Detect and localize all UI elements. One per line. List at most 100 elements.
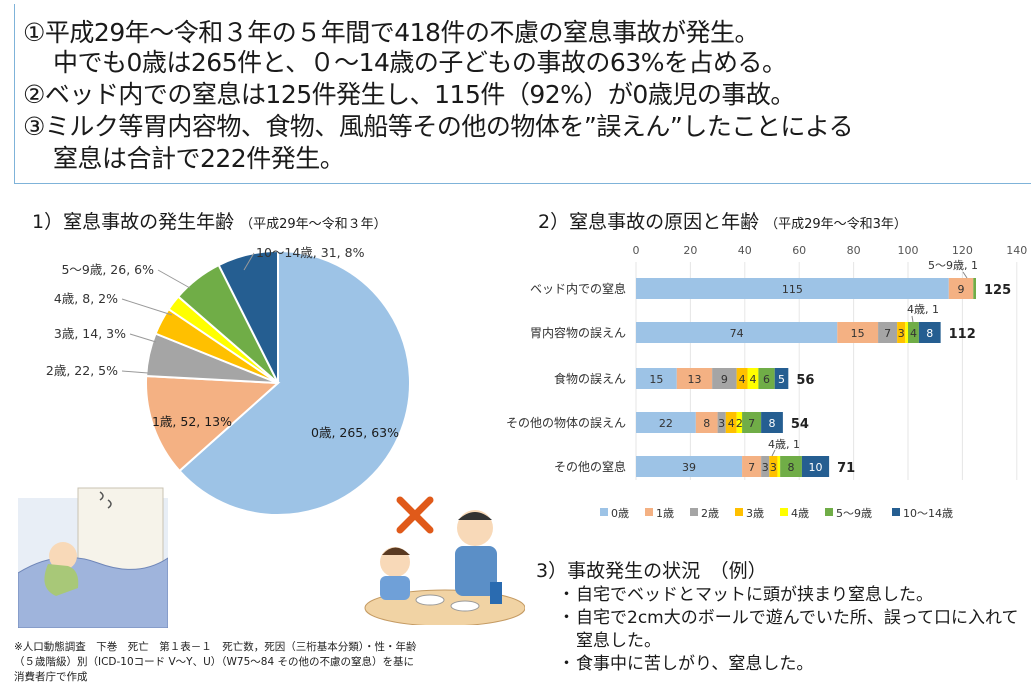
bar-segment xyxy=(636,456,743,477)
bar-segment xyxy=(717,412,726,433)
bar-segment xyxy=(780,456,802,477)
legend-swatch xyxy=(690,508,698,516)
pie-label: 5～9歳, 26, 6% xyxy=(61,262,154,277)
bar-segment xyxy=(636,368,677,389)
bar-x-tick-label: 0 xyxy=(633,244,640,257)
bar-segment xyxy=(742,456,762,477)
bar-value-label: 39 xyxy=(682,461,696,474)
bar-value-label: 8 xyxy=(703,417,710,430)
bar-callout-label: 5～9歳, 1 xyxy=(928,259,978,272)
pie-label: 0歳, 265, 63% xyxy=(311,425,399,440)
bar-value-label: 15 xyxy=(649,373,663,386)
source-note-line-1: ※人口動態調査 下巻 死亡 第１表－１ 死亡数，死因（三桁基本分類）・性・年齢 xyxy=(14,641,417,653)
legend-label: 1歳 xyxy=(656,507,674,520)
bar-callout-line xyxy=(911,315,914,323)
summary-line-3: ②ベッド内での窒息は125件発生し、115件（92%）が0歳児の事故。 xyxy=(23,80,795,109)
bar-value-label: 4 xyxy=(910,327,917,340)
bar-chart-period: （平成29年～令和3年） xyxy=(765,217,907,232)
pie-label: 4歳, 8, 2% xyxy=(54,291,118,306)
bar-category-label: 胃内容物の誤えん xyxy=(530,325,626,340)
bar-total-label: 112 xyxy=(949,327,976,342)
bar-segment xyxy=(801,456,830,477)
bar-value-label: 5 xyxy=(778,373,785,386)
pie-chart-period: （平成29年～令和３年） xyxy=(240,217,387,232)
bar-value-label: 8 xyxy=(769,417,776,430)
summary-line-5: 窒息は合計で222件発生。 xyxy=(53,144,345,173)
situation-list: 自宅でベッドとマットに頭が挟まり窒息した。 自宅で2cm大のボールで遊んでいた所… xyxy=(558,584,1030,676)
bar-value-label: 10 xyxy=(809,461,823,474)
pie-chart-title-text: 1）窒息事故の発生年齢 xyxy=(32,211,235,233)
bar-segment xyxy=(758,368,775,389)
bar-segment xyxy=(712,368,737,389)
bar-value-label: 2 xyxy=(736,417,743,430)
bar-x-tick-label: 40 xyxy=(738,244,752,257)
legend-label: 0歳 xyxy=(611,507,629,520)
legend-swatch xyxy=(645,508,653,516)
pie-chart-title: 1）窒息事故の発生年齢 （平成29年～令和３年） xyxy=(32,207,387,234)
bar-value-label: 7 xyxy=(748,417,755,430)
bar-value-label: 15 xyxy=(851,327,865,340)
pie-chart: 0歳, 265, 63% 1歳, 52, 13% 2歳, 22, 5% 3歳, 14,… xyxy=(46,245,411,516)
summary-line-1: ①平成29年～令和３年の５年間で418件の不慮の窒息事故が発生。 xyxy=(23,18,759,47)
bar-x-tick-label: 140 xyxy=(1006,244,1027,257)
bar-value-label: 8 xyxy=(926,327,933,340)
sleeping-baby-illustration xyxy=(18,487,168,628)
bar-callout-line xyxy=(771,449,776,457)
situation-section: 3）事故発生の状況 （例） xyxy=(536,556,767,583)
bar-segment xyxy=(676,368,713,389)
situation-title: 3）事故発生の状況 （例） xyxy=(536,560,767,582)
bar-segment xyxy=(878,322,898,343)
bar-segment xyxy=(905,322,908,343)
summary-line-4: ③ミルク等胃内容物、食物、風船等その他の物体を”誤えん”したことによる xyxy=(23,112,854,141)
summary-line-2: 中でも0歳は265件と、０～14歳の子どもの事故の63%を占める。 xyxy=(53,48,787,77)
bar-segment xyxy=(725,412,737,433)
bar-segment xyxy=(897,322,906,343)
bar-value-label: 8 xyxy=(788,461,795,474)
bar-segment xyxy=(774,368,789,389)
bar-x-tick-label: 100 xyxy=(898,244,919,257)
bar-segment xyxy=(636,412,696,433)
legend-label: 10～14歳 xyxy=(903,507,953,520)
bar-value-label: 74 xyxy=(730,327,744,340)
bar-segment xyxy=(736,412,743,433)
pie-label: 2歳, 22, 5% xyxy=(46,363,118,378)
eating-child-illustration xyxy=(364,496,525,625)
legend-label: 2歳 xyxy=(701,507,719,520)
legend-label: 5～9歳 xyxy=(836,507,872,520)
bar-segment xyxy=(777,456,781,477)
bar-value-label: 4 xyxy=(728,417,735,430)
legend-label: 3歳 xyxy=(746,507,764,520)
bar-callout-line xyxy=(962,271,968,279)
pie-leader-line xyxy=(243,252,255,271)
legend-swatch xyxy=(735,508,743,516)
situation-item: 食事中に苦しがり、窒息した。 xyxy=(558,653,1030,676)
bar-segment xyxy=(742,412,762,433)
bar-total-label: 71 xyxy=(837,461,855,476)
bar-value-label: 7 xyxy=(748,461,755,474)
bar-total-label: 125 xyxy=(984,283,1011,298)
bar-segment xyxy=(948,278,974,299)
bar-segment xyxy=(636,278,949,299)
situation-item: 自宅でベッドとマットに頭が挟まり窒息した。 xyxy=(558,584,1030,607)
summary-box: ①平成29年～令和３年の５年間で418件の不慮の窒息事故が発生。 中でも0歳は2… xyxy=(14,4,1031,184)
bar-segment xyxy=(918,322,941,343)
bar-total-label: 56 xyxy=(796,373,814,388)
bar-segment xyxy=(908,322,919,343)
legend-swatch xyxy=(780,508,788,516)
pie-slice-0 xyxy=(178,249,411,516)
bar-value-label: 4 xyxy=(739,373,746,386)
bar-value-label: 115 xyxy=(782,283,803,296)
bar-value-label: 7 xyxy=(884,327,891,340)
bar-value-label: 6 xyxy=(763,373,770,386)
bar-value-label: 9 xyxy=(721,373,728,386)
bar-value-label: 3 xyxy=(762,461,769,474)
pie-leader-line xyxy=(129,333,157,343)
situation-item: 自宅で2cm大のボールで遊んでいた所、誤って口に入れて窒息した。 xyxy=(558,607,1030,653)
pie-label: 1歳, 52, 13% xyxy=(152,414,232,429)
pie-leader-line xyxy=(121,370,149,374)
bar-callout-label: 4歳, 1 xyxy=(907,303,939,316)
bar-segment xyxy=(636,322,838,343)
bar-segment xyxy=(747,368,759,389)
legend-swatch xyxy=(600,508,608,516)
bar-value-label: 3 xyxy=(770,461,777,474)
